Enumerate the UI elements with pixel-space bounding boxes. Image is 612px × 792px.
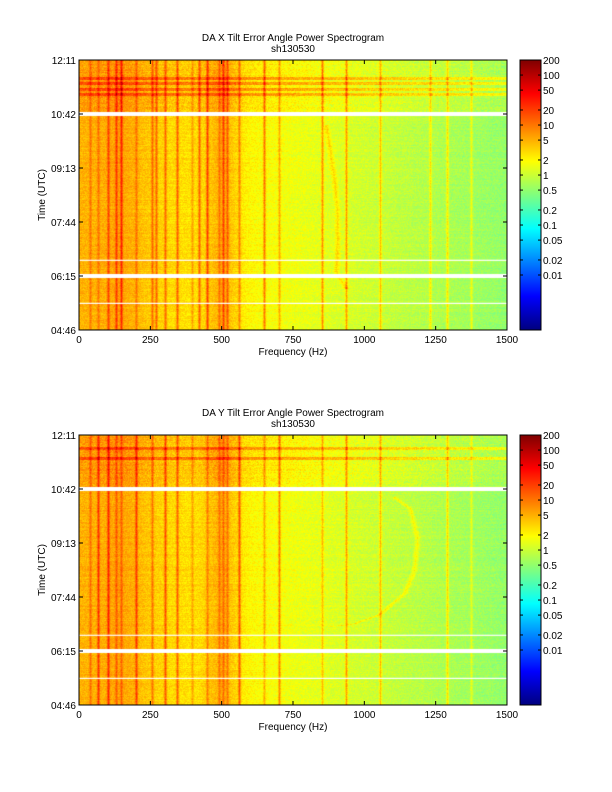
colorbar-tick-label: 0.05: [543, 236, 563, 247]
panel-2-subtitle: sh130530: [271, 419, 315, 430]
panel-2-heatmap: [79, 435, 507, 705]
y-tick-label: 10:42: [51, 485, 76, 496]
panel-1-axes: 0 250 500 750 1000 1250 1500 12:11 10:42 09:13 07:…: [51, 56, 519, 346]
x-tick-label: 1250: [425, 335, 448, 346]
colorbar-tick-label: 20: [543, 106, 555, 117]
y-tick-label: 04:46: [51, 326, 76, 337]
y-tick-label: 07:44: [51, 218, 76, 229]
colorbar-tick-label: 0.02: [543, 256, 563, 267]
y-tick-label: 06:15: [51, 272, 76, 283]
x-tick-label: 0: [76, 335, 82, 346]
colorbar-tick-label: 5: [543, 136, 549, 147]
colorbar-tick-label: 1: [543, 546, 549, 557]
y-tick-label: 09:13: [51, 539, 76, 550]
panel-da-y: DA Y Tilt Error Angle Power Spectrogram …: [37, 408, 519, 733]
colorbar-tick-label: 200: [543, 431, 560, 442]
colorbar-tick-label: 0.2: [543, 581, 557, 592]
y-tick-label: 09:13: [51, 164, 76, 175]
colorbar-tick-label: 0.05: [543, 611, 563, 622]
panel-2-axes: 0 250 500 750 1000 1250 1500 12:11 10:42 09:13 07:…: [51, 431, 519, 721]
colorbar-tick-label: 0.1: [543, 596, 557, 607]
panel-2-ylabel: Time (UTC): [37, 544, 48, 596]
colorbar-tick-label: 10: [543, 496, 555, 507]
panel-da-x: DA X Tilt Error Angle Power Spectrogram …: [37, 33, 519, 358]
panel-2-xlabel: Frequency (Hz): [259, 722, 328, 733]
x-tick-label: 1500: [496, 710, 519, 721]
colorbar-tick-label: 0.2: [543, 206, 557, 217]
panel-1-xlabel: Frequency (Hz): [259, 347, 328, 358]
colorbar-tick-label: 0.5: [543, 186, 557, 197]
colorbar-tick-label: 100: [543, 71, 560, 82]
colorbar-tick-label: 10: [543, 121, 555, 132]
colorbar-tick-label: 0.5: [543, 561, 557, 572]
x-tick-label: 500: [213, 710, 230, 721]
y-tick-label: 12:11: [52, 56, 77, 67]
colorbar-tick-label: 2: [543, 156, 549, 167]
y-tick-label: 07:44: [51, 593, 76, 604]
colorbar-tick-label: 100: [543, 446, 560, 457]
panel-1-heatmap: [79, 60, 507, 330]
panel-1-title: DA X Tilt Error Angle Power Spectrogram: [202, 33, 384, 44]
panel-1-ylabel: Time (UTC): [37, 169, 48, 221]
colorbar-tick-label: 0.01: [543, 271, 563, 282]
x-tick-label: 1000: [353, 710, 376, 721]
y-tick-label: 10:42: [51, 110, 76, 121]
panel-2-title: DA Y Tilt Error Angle Power Spectrogram: [202, 408, 384, 419]
x-tick-label: 1250: [425, 710, 448, 721]
colorbar-tick-label: 200: [543, 56, 560, 67]
x-tick-label: 500: [213, 335, 230, 346]
colorbar-tick-label: 5: [543, 511, 549, 522]
y-tick-label: 06:15: [51, 647, 76, 658]
colorbar-tick-label: 20: [543, 481, 555, 492]
x-tick-label: 0: [76, 710, 82, 721]
colorbar-tick-label: 50: [543, 461, 555, 472]
colorbar-tick-label: 1: [543, 171, 549, 182]
colorbar-tick-label: 50: [543, 86, 555, 97]
colorbar-gradient: [519, 59, 542, 331]
y-tick-label: 12:11: [52, 431, 77, 442]
panel-1-subtitle: sh130530: [271, 44, 315, 55]
x-tick-label: 750: [285, 335, 302, 346]
x-tick-label: 750: [285, 710, 302, 721]
colorbar-tick-label: 0.1: [543, 221, 557, 232]
colorbar-tick-label: 2: [543, 531, 549, 542]
y-tick-label: 04:46: [51, 701, 76, 712]
colorbar-gradient: [519, 434, 542, 706]
colorbar-tick-label: 0.01: [543, 646, 563, 657]
x-tick-label: 250: [142, 335, 159, 346]
colorbar-1: 200 100 50 20 10 5 2 1 0.5 0.2 0.1 0.05 0.02 0.01: [519, 56, 563, 331]
x-tick-label: 1000: [353, 335, 376, 346]
panel-1-heatmap-canvas: [79, 60, 507, 330]
colorbar-2: 200 100 50 20 10 5 2 1 0.5 0.2 0.1 0.05 0.02 0.01: [519, 431, 563, 706]
panel-2-heatmap-canvas: [79, 435, 507, 705]
x-tick-label: 1500: [496, 335, 519, 346]
colorbar-tick-label: 0.02: [543, 631, 563, 642]
x-tick-label: 250: [142, 710, 159, 721]
